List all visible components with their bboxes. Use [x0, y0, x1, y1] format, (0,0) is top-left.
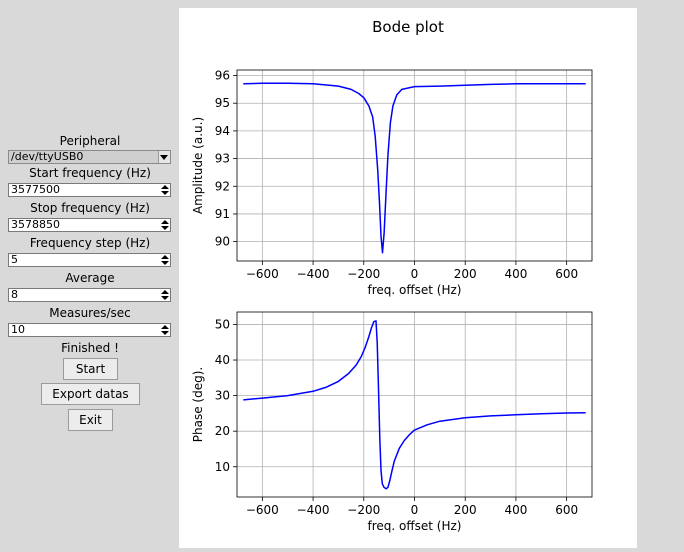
figure-title: Bode plot [372, 18, 444, 36]
frequency-step-input[interactable]: 5 [8, 253, 171, 267]
spinbox-arrows-icon[interactable] [161, 290, 169, 300]
amplitude-x-axis-label: freq. offset (Hz) [368, 283, 462, 297]
start-frequency-value: 3577500 [11, 183, 60, 196]
frequency-step-value: 5 [11, 253, 18, 266]
phase-series-line [243, 320, 586, 490]
stop-frequency-value: 3578850 [11, 218, 60, 231]
peripheral-select[interactable]: /dev/ttyUSB0 [8, 150, 171, 164]
figure-canvas: Bode plot −600 −400 −200 0 200 400 600 90 91 92 93… [179, 8, 637, 548]
bode-figure: Bode plot −600 −400 −200 0 200 400 60090919293… [191, 18, 593, 533]
peripheral-value: /dev/ttyUSB0 [11, 150, 84, 163]
spinbox-arrows-icon[interactable] [161, 325, 169, 335]
measures-per-sec-input[interactable]: 10 [8, 323, 171, 337]
start-button[interactable]: Start [63, 358, 118, 380]
amplitude-xtick-label: 400 [504, 267, 527, 281]
average-value: 8 [11, 288, 18, 301]
start-frequency-label: Start frequency (Hz) [29, 166, 151, 180]
amplitude-xtick-label: 600 [555, 267, 578, 281]
amplitude-y-axis-label: Amplitude (a.u.) [191, 117, 205, 214]
status-text: Finished ! [61, 341, 119, 355]
measures-per-sec-label: Measures/sec [49, 306, 131, 320]
phase-xtick-label: −600 [246, 503, 279, 517]
amplitude-ytick-label: 91 [215, 207, 230, 221]
stop-frequency-label: Stop frequency (Hz) [30, 201, 150, 215]
average-input[interactable]: 8 [8, 288, 171, 302]
export-datas-button[interactable]: Export datas [41, 383, 140, 405]
amplitude-series-line [243, 82, 586, 254]
phase-y-axis-label: Phase (deg). [191, 367, 205, 442]
measures-per-sec-value: 10 [11, 323, 25, 336]
amplitude-xtick-label: −400 [297, 267, 330, 281]
control-panel: Peripheral /dev/ttyUSB0 Start frequency … [0, 0, 178, 548]
amplitude-ytick-label: 93 [215, 152, 230, 166]
phase-ytick-label: 50 [215, 317, 230, 331]
exit-button[interactable]: Exit [68, 409, 113, 431]
phase-ytick-label: 20 [215, 424, 230, 438]
amplitude-ytick-label: 94 [215, 124, 230, 138]
spinbox-arrows-icon[interactable] [161, 185, 169, 195]
phase-ytick-label: 10 [215, 460, 230, 474]
amplitude-ytick-label: 96 [215, 69, 230, 83]
amplitude-xtick-label: −600 [246, 267, 279, 281]
frequency-step-label: Frequency step (Hz) [29, 236, 151, 250]
stop-frequency-input[interactable]: 3578850 [8, 218, 171, 232]
phase-xtick-label: 400 [504, 503, 527, 517]
phase-xtick-label: −200 [347, 503, 380, 517]
amplitude-xtick-label: 200 [454, 267, 477, 281]
phase-ytick-label: 30 [215, 389, 230, 403]
amplitude-ytick-label: 92 [215, 179, 230, 193]
start-frequency-input[interactable]: 3577500 [8, 183, 171, 197]
amplitude-ytick-label: 95 [215, 96, 230, 110]
phase-xtick-label: −400 [297, 503, 330, 517]
spinbox-arrows-icon[interactable] [161, 220, 169, 230]
average-label: Average [65, 271, 115, 285]
phase-xtick-label: 0 [411, 503, 419, 517]
phase-axes-frame [236, 311, 593, 498]
amplitude-xtick-label: 0 [411, 267, 419, 281]
chevron-down-icon [160, 155, 168, 160]
dropdown-button[interactable] [158, 151, 170, 163]
peripheral-label: Peripheral [59, 134, 121, 148]
spinbox-arrows-icon[interactable] [161, 255, 169, 265]
amplitude-axes-frame [236, 69, 593, 262]
phase-xtick-label: 200 [454, 503, 477, 517]
phase-xtick-label: 600 [555, 503, 578, 517]
phase-ytick-label: 40 [215, 353, 230, 367]
amplitude-xtick-label: −200 [347, 267, 380, 281]
amplitude-ytick-label: 90 [215, 235, 230, 249]
phase-x-axis-label: freq. offset (Hz) [368, 519, 462, 533]
